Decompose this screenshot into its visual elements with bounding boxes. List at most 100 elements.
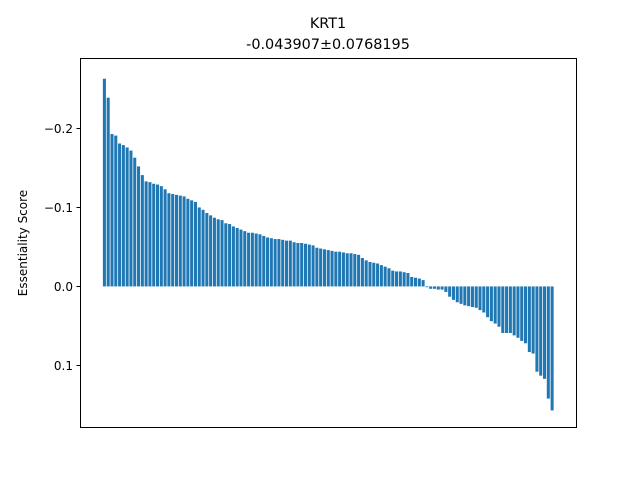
bar [463,286,467,306]
bar [140,175,144,287]
bar [285,240,289,287]
bar [247,232,251,287]
bar [159,186,163,287]
bar [174,194,179,287]
bar [508,286,512,334]
bar [417,278,421,287]
bar [353,254,357,287]
bar [303,243,308,287]
bar [489,286,493,322]
bar [516,286,520,338]
bar [178,195,182,287]
bar [360,258,364,287]
bar [171,194,175,287]
bar [315,247,319,287]
bar [467,286,471,307]
bar [106,97,110,287]
bar [357,254,361,287]
bar [527,286,531,352]
bar [425,286,429,288]
bar [482,286,486,313]
bar [311,245,315,287]
bar [550,286,554,411]
bar [281,239,285,287]
bar [273,239,277,287]
y-tick-label: 0.0 [54,280,73,294]
bar [341,252,345,287]
bar [448,286,452,297]
y-axis-label: Essentiality Score [16,190,30,296]
bar [243,231,247,287]
bar [531,286,535,354]
bar [220,220,224,287]
bar [470,286,474,307]
bar [190,200,194,287]
bar [410,276,414,287]
bar [501,286,505,334]
bar [497,286,501,327]
bar [444,286,448,292]
plot-frame [80,58,577,428]
bar [379,265,383,287]
bar [228,224,232,287]
y-tick-label: −0.2 [44,122,73,136]
bar [546,286,550,399]
bar [478,286,482,311]
bar [505,286,509,334]
bar [451,286,455,300]
bar [372,262,376,287]
bar [266,237,270,287]
bar [205,212,209,287]
bar [520,286,524,341]
bar [349,253,353,287]
bar [137,166,141,287]
bar [254,233,258,287]
bar [338,251,342,287]
y-axis: −0.2 −0.1 0.0 0.1 [44,122,81,373]
bar [121,145,125,287]
bars-group [102,78,554,411]
bar [524,286,528,344]
bar [269,238,273,287]
bar [258,234,262,287]
y-tick-label: 0.1 [54,359,73,373]
bar [512,286,516,336]
bar [277,239,281,287]
bar [432,286,437,289]
bar [300,243,304,287]
bar [193,201,197,287]
bar [201,209,205,287]
bar [235,228,239,287]
bar [163,189,167,287]
bar [216,219,220,287]
bar [118,143,122,287]
bar [440,286,444,290]
bar [368,261,372,287]
bar [406,273,410,287]
bar [345,253,349,287]
bar [239,229,243,287]
bar [543,286,547,379]
bar [102,78,106,287]
bar [383,266,387,287]
bar [395,271,399,287]
bar [231,226,235,287]
bar [459,286,463,304]
bar [535,286,539,372]
bar [387,268,391,287]
bar [493,286,497,324]
bar [322,249,326,287]
bar [182,196,186,287]
bar [319,248,323,287]
chart-subtitle: -0.043907±0.0768195 [246,37,410,53]
bar [474,286,478,308]
bar [133,157,137,287]
bar [144,181,148,287]
bar [125,147,129,287]
bar [391,270,395,287]
bar [402,272,406,287]
bar [330,250,334,287]
bar [209,215,213,287]
y-tick-label: −0.1 [44,201,73,215]
